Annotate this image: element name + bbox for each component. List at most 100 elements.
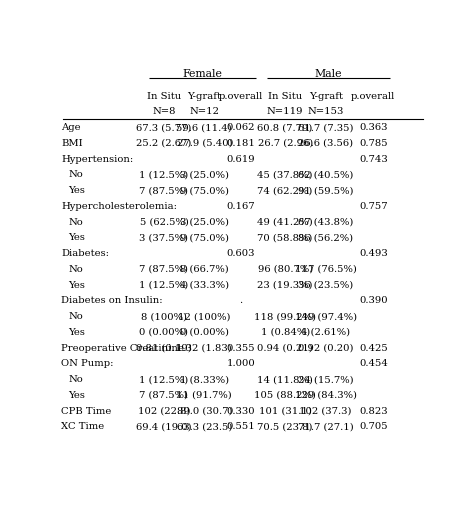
Text: Diabetes:: Diabetes: (61, 248, 109, 258)
Text: Age: Age (61, 123, 81, 132)
Text: 0.062: 0.062 (227, 123, 255, 132)
Text: 12 (100%): 12 (100%) (178, 312, 231, 320)
Text: 1 (8.33%): 1 (8.33%) (180, 374, 229, 383)
Text: 117 (76.5%): 117 (76.5%) (295, 264, 356, 273)
Text: Hypertension:: Hypertension: (61, 154, 133, 163)
Text: 0.94 (0.21): 0.94 (0.21) (257, 343, 313, 352)
Text: 36 (23.5%): 36 (23.5%) (298, 280, 353, 289)
Text: 9 (75.0%): 9 (75.0%) (180, 186, 229, 194)
Text: 0.425: 0.425 (359, 343, 388, 352)
Text: 71.7 (27.1): 71.7 (27.1) (298, 422, 354, 430)
Text: 91 (59.5%): 91 (59.5%) (298, 186, 353, 194)
Text: 0.603: 0.603 (227, 248, 255, 258)
Text: 0 (0.00%): 0 (0.00%) (139, 327, 189, 336)
Text: 149 (97.4%): 149 (97.4%) (294, 312, 356, 320)
Text: 69.4 (19.0): 69.4 (19.0) (136, 422, 192, 430)
Text: In Situ: In Situ (268, 91, 302, 100)
Text: N=119: N=119 (267, 107, 303, 116)
Text: 4 (2.61%): 4 (2.61%) (301, 327, 350, 336)
Text: 27.9 (5.40): 27.9 (5.40) (176, 138, 232, 147)
Text: In Situ: In Situ (147, 91, 181, 100)
Text: Yes: Yes (68, 327, 85, 336)
Text: 14 (11.8%): 14 (11.8%) (257, 374, 313, 383)
Text: 26.7 (2.96): 26.7 (2.96) (257, 138, 313, 147)
Text: N=12: N=12 (189, 107, 219, 116)
Text: N=153: N=153 (308, 107, 344, 116)
Text: Yes: Yes (68, 390, 85, 399)
Text: 0.355: 0.355 (227, 343, 255, 352)
Text: 59.6 (11.4): 59.6 (11.4) (176, 123, 232, 132)
Text: 105 (88.2%): 105 (88.2%) (254, 390, 316, 399)
Text: 0.81 (0.19): 0.81 (0.19) (136, 343, 192, 352)
Text: 74 (62.2%): 74 (62.2%) (257, 186, 313, 194)
Text: Yes: Yes (68, 186, 85, 194)
Text: BMI: BMI (61, 138, 82, 147)
Text: 3 (25.0%): 3 (25.0%) (180, 217, 229, 226)
Text: 129 (84.3%): 129 (84.3%) (294, 390, 356, 399)
Text: Preoperative Creatinine: Preoperative Creatinine (61, 343, 184, 352)
Text: No: No (68, 264, 83, 273)
Text: 0.493: 0.493 (359, 248, 388, 258)
Text: 0.454: 0.454 (359, 359, 388, 368)
Text: No: No (68, 170, 83, 179)
Text: 11 (91.7%): 11 (91.7%) (176, 390, 232, 399)
Text: 0.330: 0.330 (227, 406, 255, 415)
Text: 1.000: 1.000 (227, 359, 255, 368)
Text: 0.619: 0.619 (227, 154, 255, 163)
Text: 62 (40.5%): 62 (40.5%) (298, 170, 353, 179)
Text: 7 (87.5%): 7 (87.5%) (139, 186, 189, 194)
Text: Hypercholesterolemia:: Hypercholesterolemia: (61, 201, 177, 211)
Text: 0 (0.00%): 0 (0.00%) (180, 327, 229, 336)
Text: Y-graft: Y-graft (309, 91, 343, 100)
Text: 0.551: 0.551 (227, 422, 255, 430)
Text: Y-graft: Y-graft (187, 91, 221, 100)
Text: 0.823: 0.823 (359, 406, 388, 415)
Text: 0.757: 0.757 (359, 201, 388, 211)
Text: 8 (100%): 8 (100%) (141, 312, 187, 320)
Text: 70.5 (23.8): 70.5 (23.8) (257, 422, 313, 430)
Text: 67 (43.8%): 67 (43.8%) (298, 217, 353, 226)
Text: 5 (62.5%): 5 (62.5%) (139, 217, 188, 226)
Text: 96 (80.7%): 96 (80.7%) (257, 264, 313, 273)
Text: 1 (0.84%): 1 (0.84%) (261, 327, 310, 336)
Text: 63.3 (23.5): 63.3 (23.5) (177, 422, 232, 430)
Text: 3 (25.0%): 3 (25.0%) (180, 170, 229, 179)
Text: 23 (19.3%): 23 (19.3%) (257, 280, 313, 289)
Text: 9 (75.0%): 9 (75.0%) (180, 233, 229, 242)
Text: Male: Male (314, 69, 342, 79)
Text: 102 (22.8): 102 (22.8) (137, 406, 190, 415)
Text: 25.2 (2.67): 25.2 (2.67) (136, 138, 191, 147)
Text: 118 (99.2%): 118 (99.2%) (254, 312, 316, 320)
Text: 49 (41.2%): 49 (41.2%) (257, 217, 313, 226)
Text: Diabetes on Insulin:: Diabetes on Insulin: (61, 296, 163, 305)
Text: 45 (37.8%): 45 (37.8%) (257, 170, 313, 179)
Text: No: No (68, 374, 83, 383)
Text: 89.0 (30.7): 89.0 (30.7) (177, 406, 232, 415)
Text: 3 (37.5%): 3 (37.5%) (139, 233, 189, 242)
Text: No: No (68, 312, 83, 320)
Text: 1 (12.5%): 1 (12.5%) (139, 280, 189, 289)
Text: 67.3 (5.77): 67.3 (5.77) (136, 123, 191, 132)
Text: p.overall: p.overall (219, 91, 263, 100)
Text: 101 (31.1): 101 (31.1) (259, 406, 311, 415)
Text: 0.181: 0.181 (227, 138, 255, 147)
Text: 60.8 (7.79): 60.8 (7.79) (257, 123, 313, 132)
Text: No: No (68, 217, 83, 226)
Text: 0.743: 0.743 (359, 154, 388, 163)
Text: 7 (87.5%): 7 (87.5%) (139, 390, 189, 399)
Text: 0.363: 0.363 (359, 123, 388, 132)
Text: N=8: N=8 (152, 107, 176, 116)
Text: XC Time: XC Time (61, 422, 104, 430)
Text: 70 (58.8%): 70 (58.8%) (257, 233, 313, 242)
Text: .: . (239, 296, 243, 305)
Text: 0.92 (0.20): 0.92 (0.20) (298, 343, 353, 352)
Text: Yes: Yes (68, 233, 85, 242)
Text: 0.390: 0.390 (359, 296, 388, 305)
Text: 24 (15.7%): 24 (15.7%) (298, 374, 354, 383)
Text: 7 (87.5%): 7 (87.5%) (139, 264, 189, 273)
Text: 4 (33.3%): 4 (33.3%) (180, 280, 229, 289)
Text: 0.167: 0.167 (227, 201, 255, 211)
Text: p.overall: p.overall (351, 91, 395, 100)
Text: Yes: Yes (68, 280, 85, 289)
Text: 102 (37.3): 102 (37.3) (299, 406, 352, 415)
